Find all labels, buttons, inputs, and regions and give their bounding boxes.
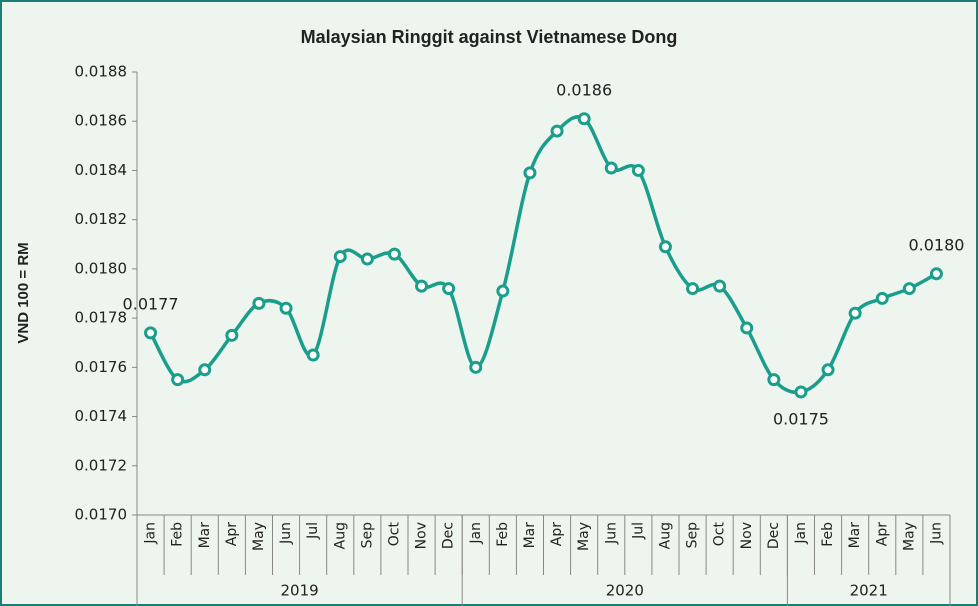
x-tick-label: Jan	[143, 522, 159, 545]
marker	[360, 252, 374, 266]
x-tick-label: May	[576, 522, 592, 551]
marker	[496, 284, 510, 298]
x-tick-label: Dec	[766, 522, 782, 549]
marker	[713, 279, 727, 293]
x-tick-label: Jan	[468, 522, 484, 545]
y-tick-label: 0.0188	[75, 63, 128, 81]
x-tick-label: Jun	[603, 522, 619, 545]
x-tick-label: Jan	[793, 522, 809, 545]
x-tick-label: Feb	[495, 522, 511, 547]
marker	[225, 328, 239, 342]
marker	[333, 250, 347, 264]
data-label: 0.0175	[773, 409, 829, 428]
y-tick-label: 0.0180	[75, 259, 128, 277]
x-group-label: 2019	[281, 582, 319, 600]
y-axis-title: VND 100 = RM	[15, 242, 32, 343]
marker	[902, 282, 916, 296]
y-tick-label: 0.0182	[75, 210, 128, 228]
y-tick-label: 0.0170	[75, 506, 128, 524]
x-tick-label: Mar	[847, 522, 863, 549]
data-label: 0.0177	[123, 294, 179, 313]
marker	[740, 321, 754, 335]
marker	[577, 112, 591, 126]
x-tick-label: May	[901, 522, 917, 551]
marker	[604, 161, 618, 175]
x-group-label: 2020	[606, 582, 644, 600]
marker	[767, 373, 781, 387]
x-tick-label: Feb	[170, 522, 186, 547]
x-tick-label: Dec	[441, 522, 457, 549]
y-tick-label: 0.0178	[75, 309, 128, 327]
y-tick-label: 0.0172	[75, 456, 128, 474]
x-tick-label: Sep	[359, 522, 375, 549]
x-tick-label: Jul	[305, 522, 321, 540]
x-tick-label: Mar	[522, 522, 538, 549]
marker	[631, 163, 645, 177]
x-tick-label: Mar	[197, 522, 213, 549]
marker	[171, 373, 185, 387]
x-tick-label: Jun	[278, 522, 294, 545]
y-tick-label: 0.0186	[75, 112, 128, 130]
marker	[415, 279, 429, 293]
x-tick-label: Apr	[874, 522, 890, 546]
x-tick-label: Apr	[549, 522, 565, 546]
y-tick-label: 0.0176	[75, 358, 128, 376]
marker	[929, 267, 943, 281]
x-tick-label: Oct	[712, 522, 728, 547]
marker	[469, 360, 483, 374]
x-group-label: 2021	[850, 582, 888, 600]
data-label: 0.0186	[556, 80, 612, 99]
marker	[686, 282, 700, 296]
y-tick-label: 0.0184	[75, 161, 128, 179]
y-tick-label: 0.0174	[75, 407, 128, 425]
x-tick-label: Jul	[630, 522, 646, 540]
marker	[794, 385, 808, 399]
marker	[252, 296, 266, 310]
marker	[550, 124, 564, 138]
marker	[821, 363, 835, 377]
marker	[848, 306, 862, 320]
x-tick-label: Aug	[657, 522, 673, 549]
x-tick-label: Sep	[685, 522, 701, 549]
marker	[387, 247, 401, 261]
marker	[658, 240, 672, 254]
marker	[442, 282, 456, 296]
marker	[279, 301, 293, 315]
marker	[198, 363, 212, 377]
marker	[875, 291, 889, 305]
x-tick-label: Feb	[820, 522, 836, 547]
x-tick-label: Nov	[414, 522, 430, 549]
x-tick-label: Nov	[739, 522, 755, 549]
x-tick-label: Jun	[928, 522, 944, 545]
data-label: 0.0180	[908, 235, 964, 254]
marker	[144, 326, 158, 340]
x-tick-label: May	[251, 522, 267, 551]
marker	[306, 348, 320, 362]
chart-title: Malaysian Ringgit against Vietnamese Don…	[301, 27, 678, 47]
marker	[523, 166, 537, 180]
x-tick-label: Oct	[386, 522, 402, 547]
x-tick-label: Apr	[224, 522, 240, 546]
x-tick-label: Aug	[332, 522, 348, 549]
